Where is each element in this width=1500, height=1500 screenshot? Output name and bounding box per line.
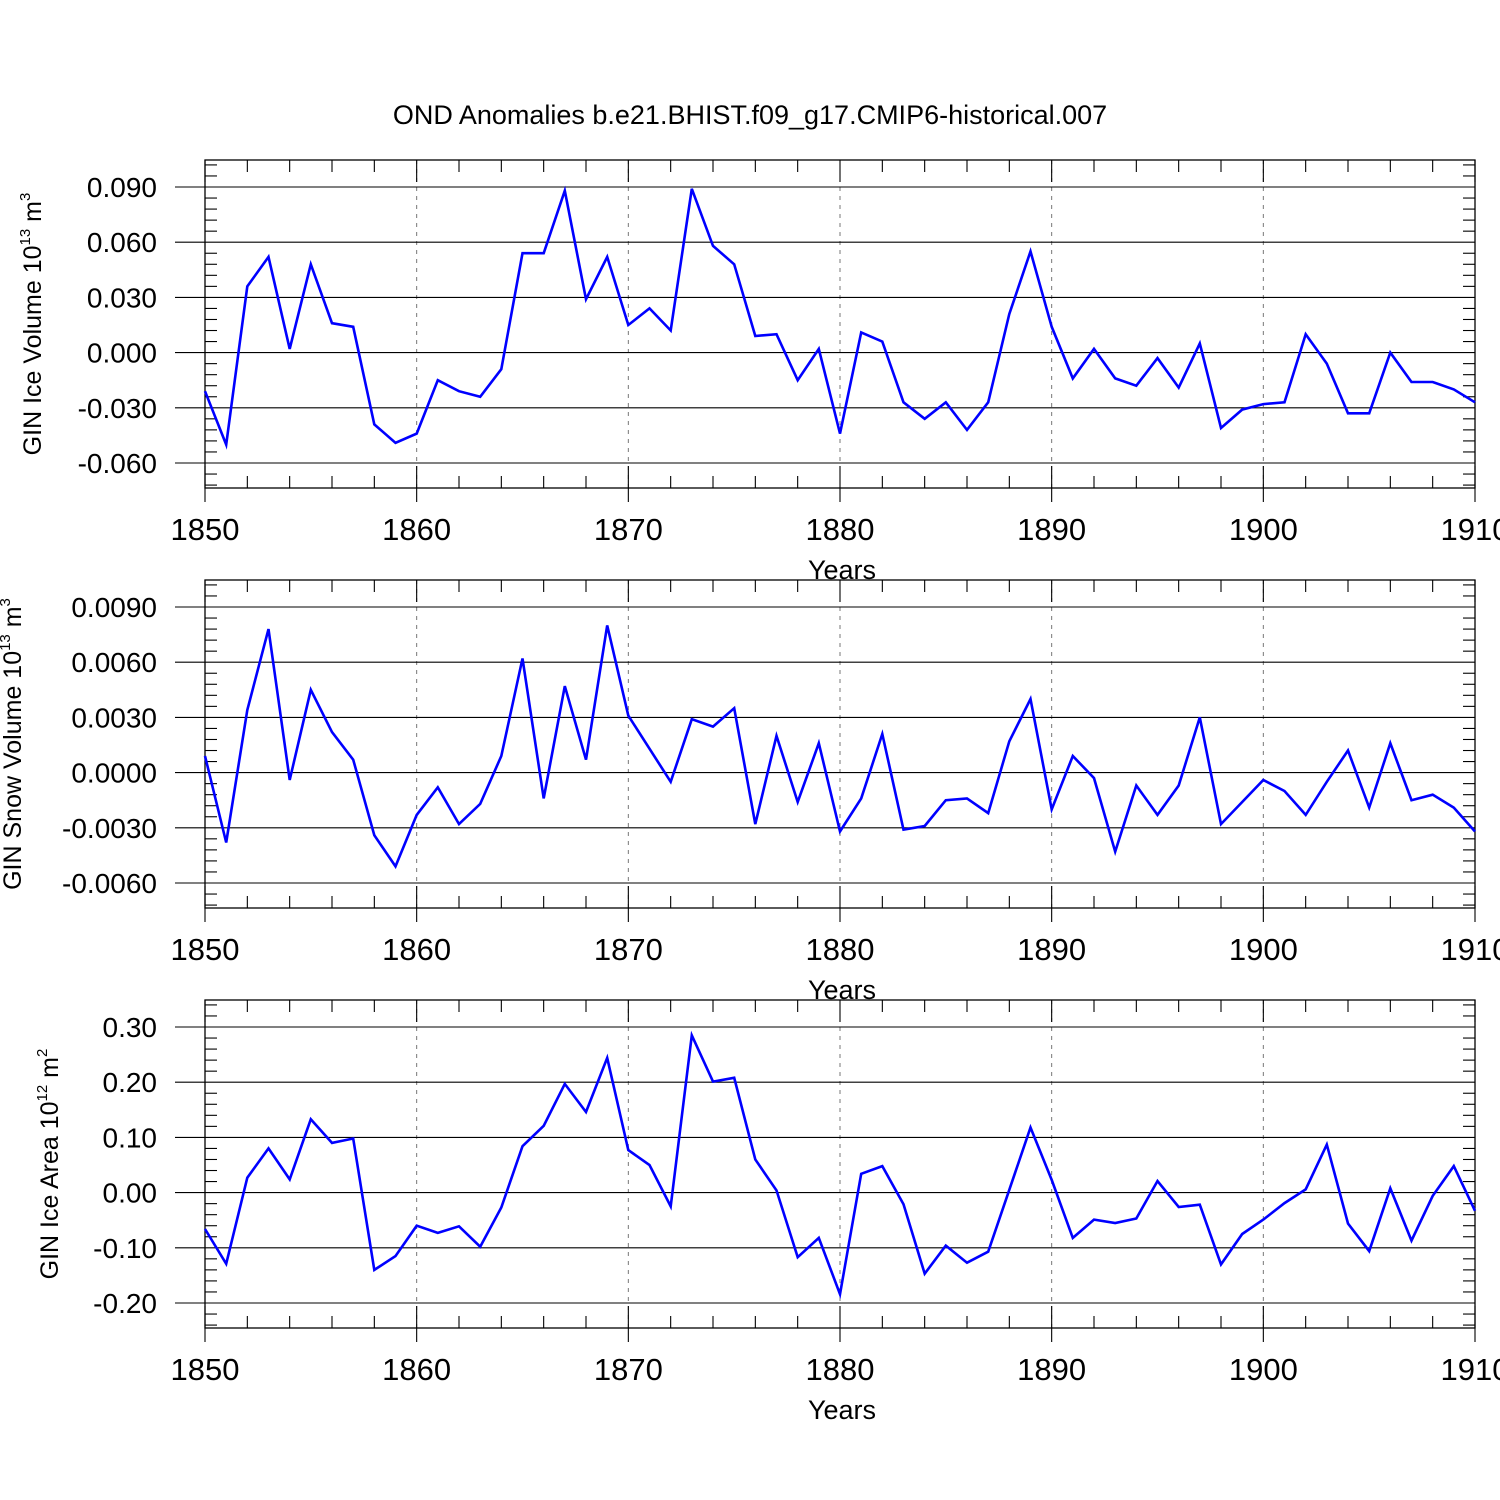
y-axis-label: GIN Ice Area 1012 m2 <box>34 1049 64 1280</box>
x-tick-label: 1890 <box>1017 512 1086 547</box>
y-tick-label: 0.090 <box>87 172 157 203</box>
x-tick-label: 1910 <box>1441 512 1500 547</box>
x-tick-label: 1900 <box>1229 932 1298 967</box>
x-tick-label: 1900 <box>1229 512 1298 547</box>
y-axis-label: GIN Snow Volume 1013 m3 <box>0 598 27 890</box>
y-label-unit-exponent: 3 <box>0 598 14 606</box>
y-tick-label: 0.0060 <box>71 647 157 678</box>
chart-panel-2: -0.0060 -0.0030 0.0000 0.0030 0.0060 0.0090 18… <box>0 579 1500 1005</box>
y-axis-label: GIN Ice Volume 1013 m3 <box>17 193 47 456</box>
y-tick-label: 0.0090 <box>71 592 157 623</box>
y-label-unit: m <box>36 1057 64 1085</box>
x-tick-label: 1860 <box>382 1352 451 1387</box>
x-tick-label: 1850 <box>171 512 240 547</box>
y-label-text: GIN Snow Volume 10 <box>0 651 27 890</box>
x-tick-label: 1870 <box>594 512 663 547</box>
y-label-unit-exponent: 2 <box>34 1049 51 1057</box>
y-label-text: GIN Ice Volume 10 <box>19 245 47 455</box>
x-tick-label: 1850 <box>171 1352 240 1387</box>
x-axis-label: Years <box>808 1395 876 1425</box>
chart-panel-3: -0.20 -0.10 0.00 0.10 0.20 0.30 1850 1860 1870 18… <box>34 999 1500 1425</box>
y-tick-label: 0.000 <box>87 338 157 369</box>
x-tick-label: 1890 <box>1017 1352 1086 1387</box>
x-tick-label: 1910 <box>1441 1352 1500 1387</box>
x-tick-label: 1850 <box>171 932 240 967</box>
y-tick-label: 0.060 <box>87 227 157 258</box>
x-tick-label: 1900 <box>1229 1352 1298 1387</box>
y-label-exponent: 12 <box>34 1085 51 1102</box>
y-tick-label: 0.10 <box>103 1122 158 1153</box>
y-tick-label: -0.20 <box>93 1288 157 1319</box>
y-label-text: GIN Ice Area 10 <box>36 1101 64 1279</box>
x-tick-label: 1870 <box>594 1352 663 1387</box>
y-tick-label: -0.060 <box>78 448 157 479</box>
y-label-unit: m <box>19 201 47 229</box>
y-tick-label: 0.0030 <box>71 702 157 733</box>
y-tick-label: -0.030 <box>78 393 157 424</box>
chart-panel-1: -0.060 -0.030 0.000 0.030 0.060 0.090 1850 1860… <box>17 159 1500 585</box>
x-tick-label: 1880 <box>806 1352 875 1387</box>
x-tick-label: 1860 <box>382 512 451 547</box>
y-label-unit-exponent: 3 <box>17 193 34 201</box>
y-tick-label: 0.30 <box>103 1012 158 1043</box>
x-tick-label: 1880 <box>806 932 875 967</box>
y-tick-label: 0.00 <box>103 1178 158 1209</box>
x-tick-label: 1870 <box>594 932 663 967</box>
figure-title: OND Anomalies b.e21.BHIST.f09_g17.CMIP6-… <box>393 100 1107 130</box>
y-label-unit: m <box>0 606 27 634</box>
chart-panels: -0.060 -0.030 0.000 0.030 0.060 0.090 1850 1860… <box>0 159 1500 1425</box>
x-tick-label: 1910 <box>1441 932 1500 967</box>
y-tick-label: -0.0030 <box>62 813 157 844</box>
y-tick-label: -0.10 <box>93 1233 157 1264</box>
y-label-exponent: 13 <box>17 229 34 246</box>
y-tick-label: 0.030 <box>87 282 157 313</box>
x-tick-label: 1860 <box>382 932 451 967</box>
y-tick-label: 0.20 <box>103 1067 158 1098</box>
y-tick-label: 0.0000 <box>71 758 157 789</box>
x-tick-label: 1890 <box>1017 932 1086 967</box>
x-tick-label: 1880 <box>806 512 875 547</box>
y-label-exponent: 13 <box>0 634 14 651</box>
y-tick-label: -0.0060 <box>62 868 157 899</box>
